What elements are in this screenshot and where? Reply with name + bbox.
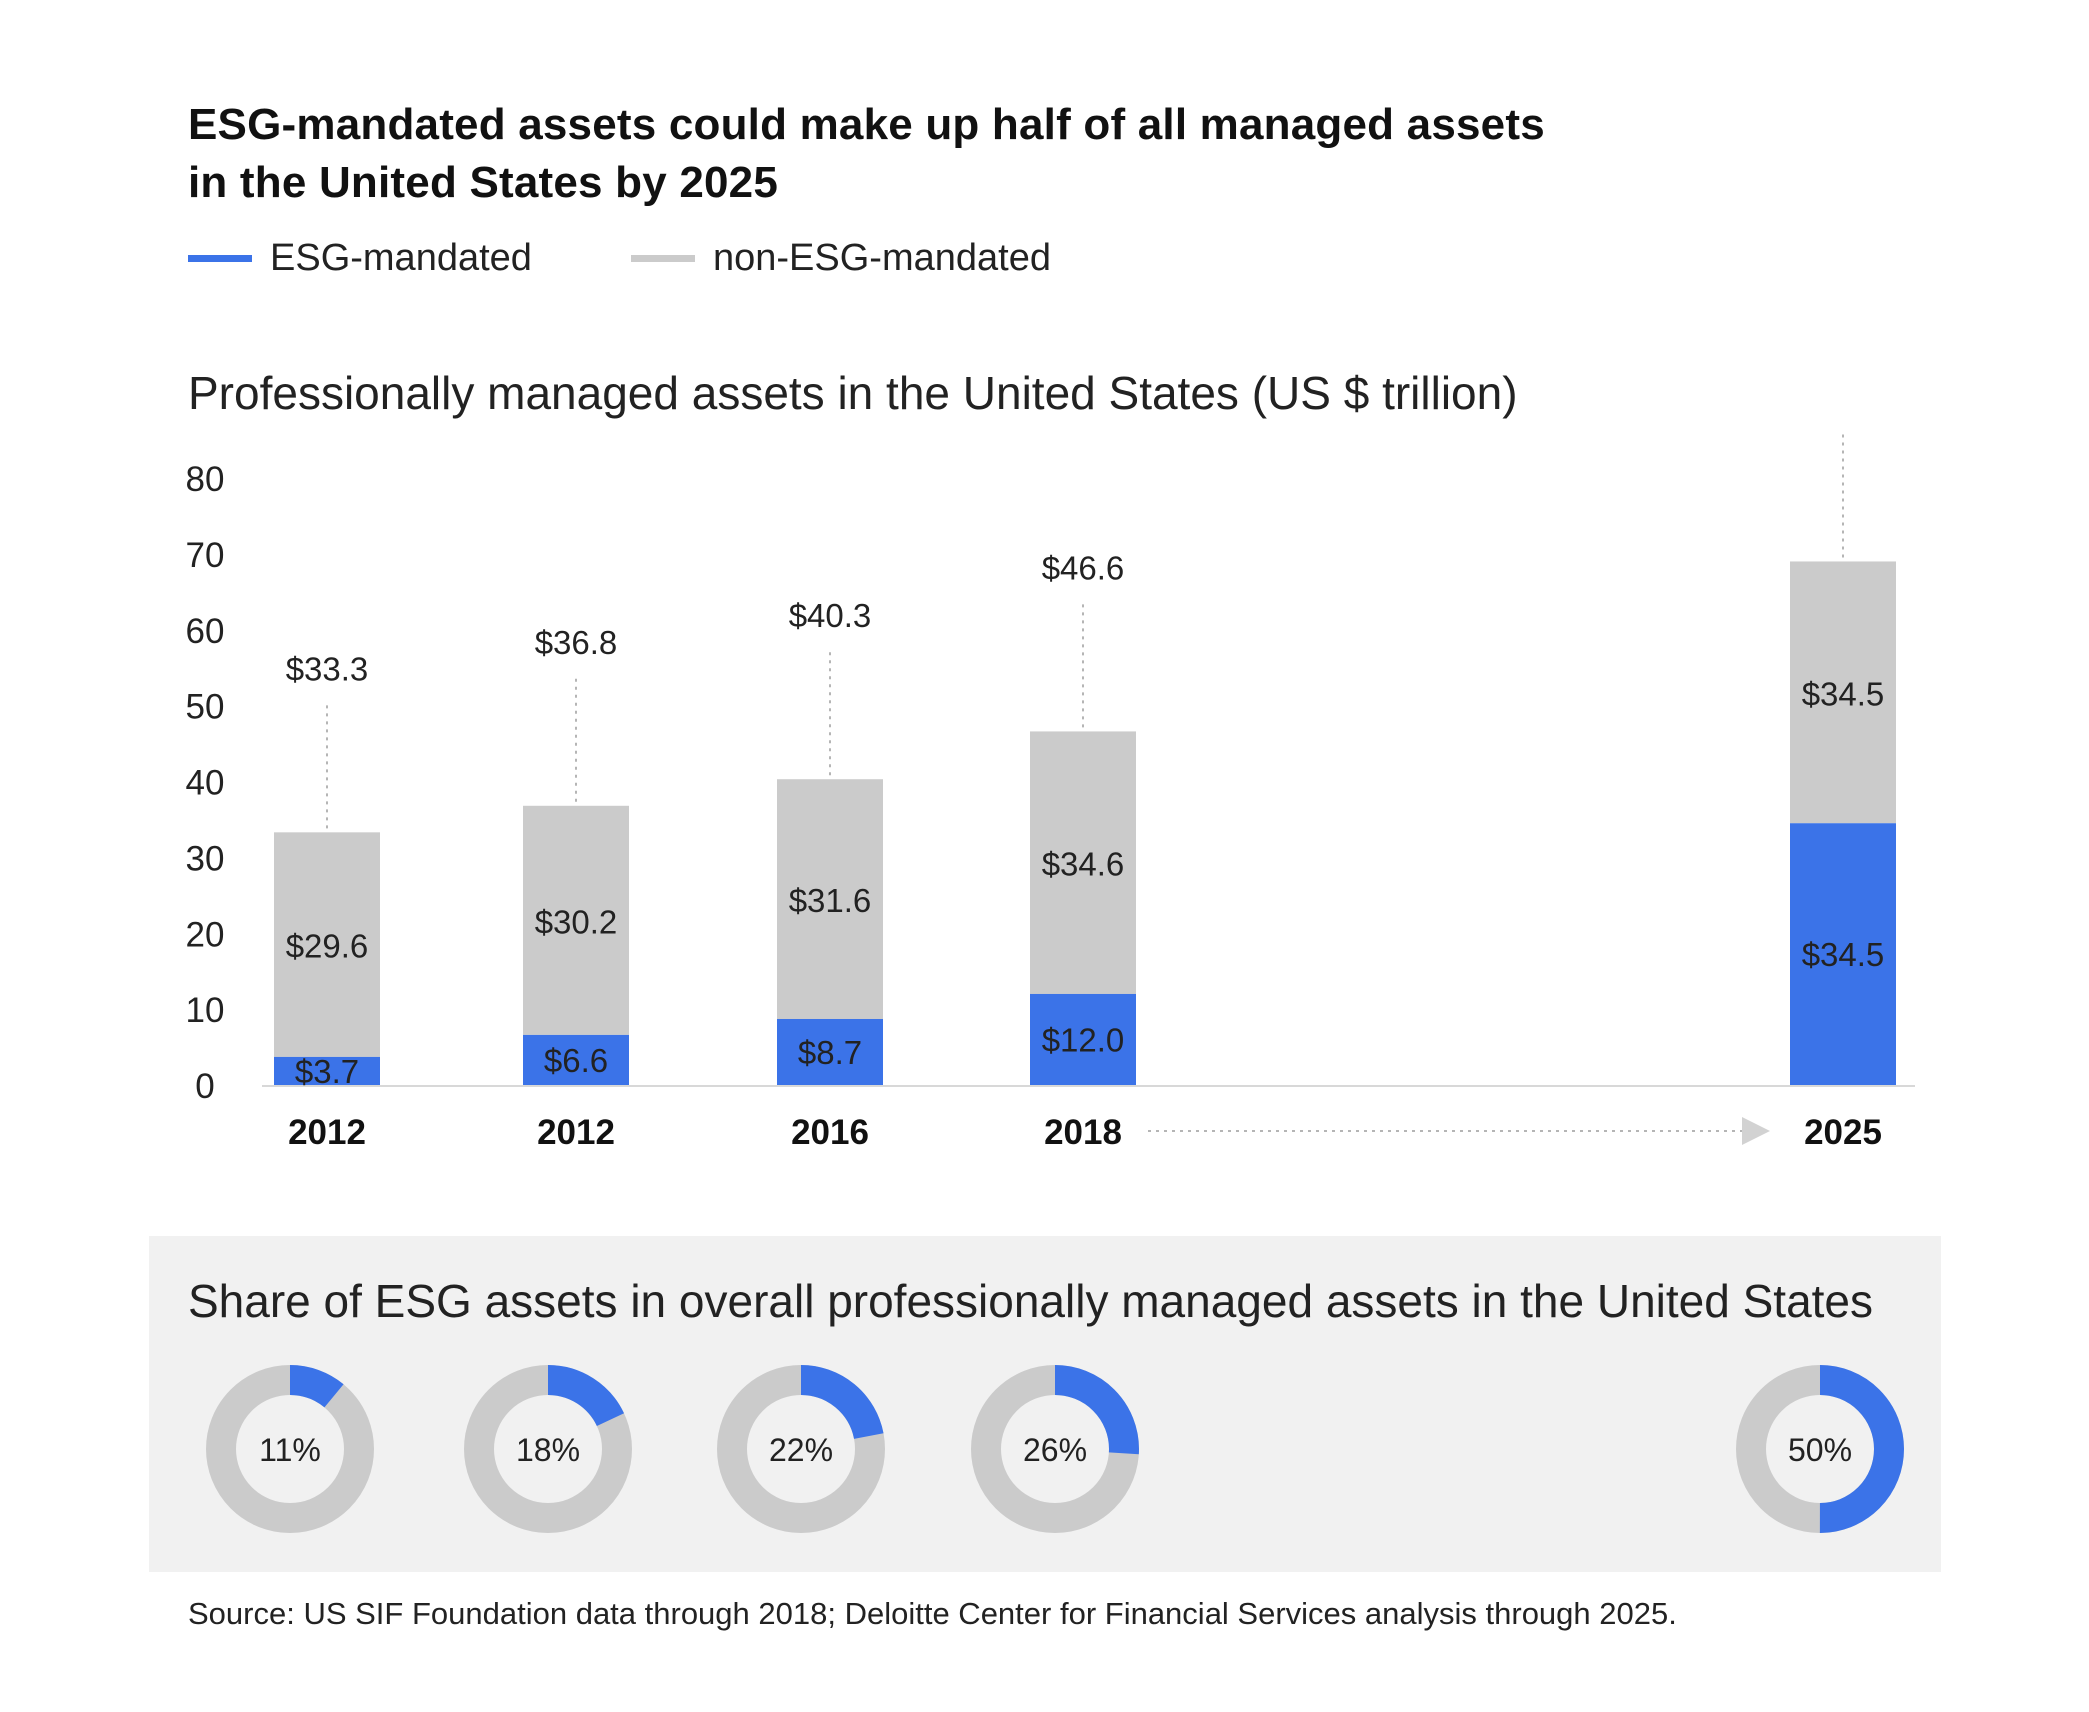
legend-label-non-esg: non-ESG-mandated — [713, 236, 1051, 279]
source-note: Source: US SIF Foundation data through 2… — [188, 1596, 1677, 1631]
donut-slice-esg — [1736, 1365, 1904, 1533]
x-tick-label: 2012 — [537, 1113, 615, 1152]
title-line-1: ESG-mandated assets could make up half o… — [188, 100, 1545, 149]
data-label-esg: $6.6 — [544, 1042, 608, 1079]
donut-percent-label: 22% — [769, 1432, 833, 1468]
donut-slice-esg — [717, 1365, 885, 1533]
legend-swatch-non-esg — [631, 254, 695, 262]
y-tick-label: 20 — [186, 915, 225, 954]
data-label-esg: $12.0 — [1042, 1021, 1125, 1058]
y-tick-label: 60 — [186, 612, 225, 651]
legend-swatch-esg — [188, 254, 252, 262]
total-label: $36.8 — [535, 624, 618, 661]
bar-segment-non-esg — [1030, 731, 1136, 994]
total-label: $33.3 — [286, 650, 369, 687]
total-label: $40.3 — [789, 597, 872, 634]
y-tick-label: 0 — [195, 1067, 214, 1106]
legend-item-esg: ESG-mandated — [188, 236, 532, 280]
bar-chart-heading: Professionally managed assets in the Uni… — [188, 367, 1518, 419]
legend-item-non-esg: non-ESG-mandated — [631, 236, 1051, 280]
donut-section-heading: Share of ESG assets in overall professio… — [188, 1275, 1874, 1327]
donut-percent-label: 11% — [259, 1432, 321, 1468]
timeline-arrow-head — [1742, 1117, 1770, 1145]
bar-segment-non-esg — [523, 805, 629, 1035]
y-tick-label: 70 — [186, 536, 225, 575]
chart-title: ESG-mandated assets could make up half o… — [188, 96, 1688, 212]
bar-segment-non-esg — [777, 779, 883, 1019]
donut-percent-label: 50% — [1788, 1432, 1852, 1468]
bar-segment-esg — [523, 1034, 629, 1085]
data-label-non-esg: $29.6 — [286, 928, 369, 965]
x-tick-label: 2018 — [1044, 1113, 1122, 1152]
bar-segment-esg — [1790, 823, 1896, 1085]
bar-segment-esg — [1030, 993, 1136, 1085]
data-label-esg: $3.7 — [295, 1053, 359, 1090]
y-tick-label: 10 — [186, 991, 225, 1030]
bar-segment-esg — [274, 1056, 380, 1085]
bar-segment-esg — [777, 1018, 883, 1085]
donut-slice-esg — [464, 1365, 632, 1533]
y-tick-label: 80 — [186, 460, 225, 499]
legend-label-esg: ESG-mandated — [270, 236, 532, 279]
stacked-bar-chart: 0 10 20 30 40 50 60 70 80 $29.6 $3.7 $33.3 2012 $30.2… — [186, 430, 1915, 1152]
total-label: $46.6 — [1042, 549, 1125, 586]
bar-segment-non-esg — [1790, 561, 1896, 824]
data-label-non-esg: $34.6 — [1042, 846, 1125, 883]
donut-percent-label: 26% — [1023, 1432, 1087, 1468]
data-label-non-esg: $31.6 — [789, 882, 872, 919]
x-tick-label: 2025 — [1804, 1113, 1882, 1152]
donut-row: 11% 18% 22% 26% 50% — [206, 1365, 1904, 1533]
y-tick-label: 50 — [186, 688, 225, 727]
donut-percent-label: 18% — [516, 1432, 580, 1468]
title-line-2: in the United States by 2025 — [188, 158, 778, 207]
y-tick-label: 40 — [186, 764, 225, 803]
donut-slice-esg — [971, 1365, 1139, 1533]
x-tick-label: 2016 — [791, 1113, 869, 1152]
data-label-non-esg: $34.5 — [1802, 675, 1885, 712]
data-label-esg: $8.7 — [798, 1034, 862, 1071]
data-label-esg: $34.5 — [1802, 936, 1885, 973]
bar-segment-non-esg — [274, 832, 380, 1057]
y-tick-label: 30 — [186, 839, 225, 878]
data-label-non-esg: $30.2 — [535, 903, 618, 940]
donut-slice-esg — [206, 1365, 374, 1533]
x-tick-label: 2012 — [288, 1113, 366, 1152]
